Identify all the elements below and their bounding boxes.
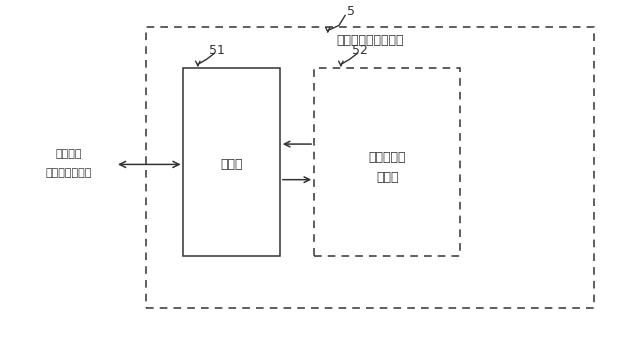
Bar xyxy=(146,27,594,308)
Text: 通信部: 通信部 xyxy=(221,158,243,171)
Text: 52: 52 xyxy=(351,44,368,57)
Text: ベアラ設定: ベアラ設定 xyxy=(369,151,406,164)
Text: 制御部: 制御部 xyxy=(376,172,399,184)
Text: 無線局、: 無線局、 xyxy=(55,149,81,159)
Text: 51: 51 xyxy=(208,44,225,57)
Bar xyxy=(183,68,280,256)
Bar xyxy=(314,68,460,256)
Text: データ中継装置: データ中継装置 xyxy=(45,168,91,178)
Text: モビリティ管理装置: モビリティ管理装置 xyxy=(337,34,404,47)
Text: 5: 5 xyxy=(348,5,355,18)
